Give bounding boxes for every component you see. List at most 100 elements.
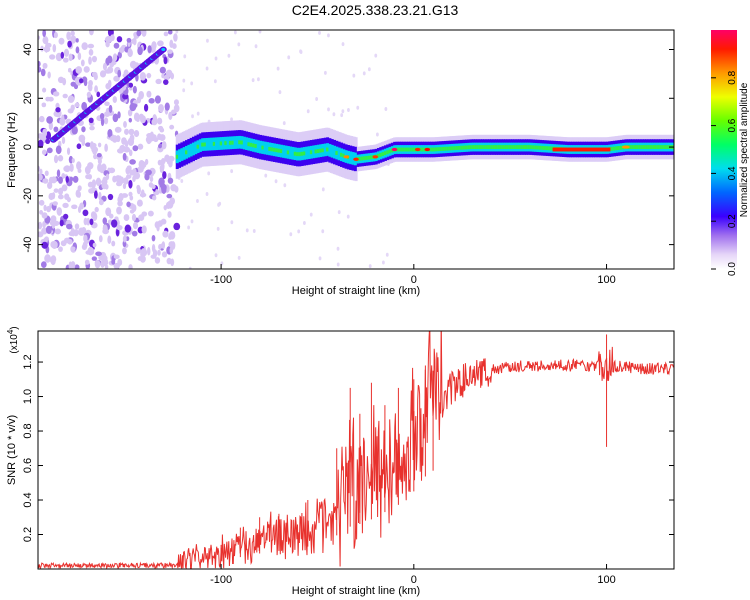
noise-speck (213, 79, 217, 84)
noise-speck (327, 33, 330, 38)
band-mid (351, 152, 355, 165)
noise-speck (128, 138, 132, 146)
noise-speck (91, 179, 97, 188)
noise-speck (122, 247, 127, 255)
band-core (617, 146, 621, 150)
noise-speck (116, 181, 123, 187)
noise-speck (264, 173, 268, 178)
noise-speck (47, 181, 53, 190)
band-core (365, 155, 369, 160)
band-core (386, 150, 390, 155)
noise-speck (38, 173, 43, 181)
diagonal-core (161, 48, 166, 52)
band-mid (349, 151, 353, 165)
noise-speck (123, 121, 127, 128)
noise-speck (136, 186, 141, 195)
noise-speck (318, 30, 321, 35)
noise-speck (282, 121, 286, 126)
noise-speck (72, 175, 79, 183)
noise-speck (168, 160, 173, 168)
band-core (434, 147, 438, 152)
band-core (430, 147, 434, 152)
noise-speck (362, 71, 366, 76)
band-mid (208, 137, 212, 151)
noise-speck (41, 241, 49, 249)
noise-speck (93, 190, 98, 199)
band-core (511, 145, 515, 150)
snr-ylabel: SNR (10 * v/v) (6, 415, 18, 485)
noise-speck (50, 255, 57, 264)
noise-speck (341, 109, 345, 114)
band-core (513, 145, 517, 150)
noise-speck (102, 217, 108, 225)
x-tick-label: 100 (597, 274, 615, 286)
band-core (370, 155, 374, 160)
noise-speck (169, 197, 176, 205)
snr-plot-area (38, 331, 674, 569)
noise-speck (88, 56, 92, 65)
noise-speck (147, 210, 154, 217)
noise-speck (164, 102, 170, 111)
noise-speck (321, 187, 325, 192)
noise-speck (105, 82, 111, 90)
band-hotspot (552, 147, 611, 152)
noise-speck (89, 30, 94, 36)
noise-speck (157, 220, 163, 227)
band-core (464, 145, 468, 150)
band-core (615, 146, 619, 151)
noise-speck (128, 264, 133, 269)
noise-speck (157, 159, 162, 166)
noise-speck (135, 247, 142, 254)
noise-speck (137, 143, 144, 150)
noise-speck (77, 191, 82, 198)
noise-speck (340, 113, 344, 118)
noise-speck (125, 174, 132, 179)
noise-speck (129, 159, 136, 165)
noise-speck (71, 246, 76, 251)
noise-speck (127, 47, 133, 57)
band-core (640, 145, 644, 150)
band-core (402, 147, 406, 152)
noise-speck (74, 264, 80, 269)
noise-speck (67, 108, 74, 114)
noise-speck (118, 192, 124, 202)
noise-speck (151, 184, 156, 190)
band-core (612, 146, 616, 151)
band-core (467, 145, 471, 150)
band-core (249, 142, 253, 147)
noise-speck (42, 178, 49, 184)
noise-speck (44, 170, 49, 177)
band-core (536, 145, 540, 150)
noise-speck (131, 38, 137, 44)
noise-speck (61, 184, 68, 192)
band-mid (242, 136, 246, 150)
band-mid (198, 139, 202, 152)
noise-speck (115, 135, 121, 143)
noise-speck (168, 155, 175, 162)
band-core (407, 147, 411, 152)
band-core (390, 148, 394, 153)
colorbar-tick-label: 0.8 (727, 70, 738, 84)
noise-speck (127, 109, 133, 117)
y-tick-label: 0.2 (22, 527, 34, 542)
band-core (638, 145, 642, 150)
noise-speck (205, 191, 209, 196)
noise-speck (132, 168, 137, 176)
noise-speck (105, 36, 113, 41)
noise-speck (251, 78, 255, 83)
noise-speck (111, 259, 116, 265)
noise-speck (168, 232, 175, 238)
noise-speck (214, 253, 218, 258)
noise-speck (113, 254, 120, 259)
noise-speck (63, 213, 69, 220)
noise-speck (128, 128, 135, 136)
noise-speck (146, 90, 152, 98)
band-hotspot (414, 147, 421, 152)
x-tick-label: 100 (597, 574, 615, 586)
noise-speck (166, 193, 173, 199)
band-core (376, 153, 380, 158)
noise-speck (154, 95, 161, 104)
noise-speck (126, 201, 131, 208)
band-mid (337, 147, 341, 161)
band-core (224, 141, 228, 146)
